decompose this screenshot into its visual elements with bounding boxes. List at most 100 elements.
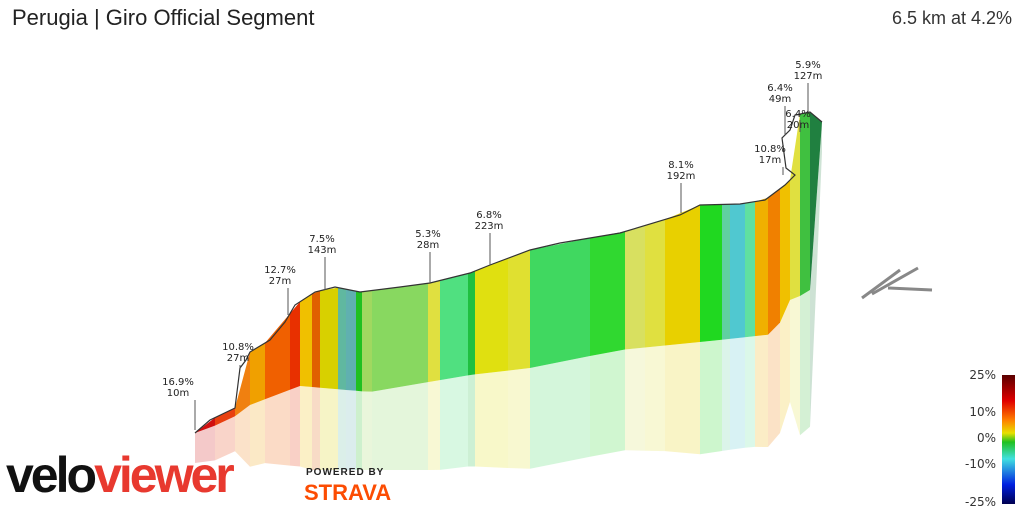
- grade-band: [665, 205, 700, 346]
- legend-tick: 25%: [969, 368, 996, 382]
- reflection-band: [346, 389, 356, 470]
- grade-band: [755, 197, 768, 337]
- reflection-band: [722, 338, 730, 451]
- reflection-band: [428, 380, 440, 470]
- segment-summary: 6.5 km at 4.2%: [891, 8, 1012, 28]
- reflection-band: [338, 389, 346, 470]
- grade-band: [800, 112, 810, 296]
- grade-band: [312, 290, 320, 388]
- reflection-band: [468, 374, 475, 467]
- legend-colorbar: [1002, 375, 1015, 504]
- reflection-band: [780, 300, 790, 434]
- reflection-band: [625, 347, 645, 451]
- reflection-band: [745, 336, 755, 448]
- reflection-band: [235, 405, 250, 467]
- reflection-band: [768, 322, 780, 447]
- annotation-grade: 5.3%: [415, 229, 440, 240]
- legend-tick: 0%: [977, 431, 996, 445]
- annotation-grade: 6.4%: [767, 83, 792, 94]
- logo-part2: viewer: [94, 447, 235, 503]
- annotation-grade: 12.7%: [264, 265, 296, 276]
- reflection-band: [300, 386, 312, 470]
- grade-band: [428, 280, 440, 383]
- annotation-grade: 6.4%: [785, 109, 810, 120]
- reflection-band: [362, 391, 372, 470]
- grade-band: [508, 250, 530, 371]
- compass-icon: [861, 266, 933, 300]
- veloviewer-logo[interactable]: veloviewer: [6, 447, 235, 503]
- annotation-length: 27m: [269, 276, 291, 287]
- grade-band: [645, 219, 665, 348]
- grade-band: [265, 313, 290, 400]
- grade-band: [338, 287, 346, 390]
- annotations: 16.9%10m10.8%27m12.7%27m7.5%143m5.3%28m6…: [162, 60, 822, 430]
- reflection-band: [508, 368, 530, 469]
- grade-band: [215, 408, 235, 426]
- reflection-band: [810, 122, 822, 427]
- reflection-band: [800, 290, 810, 436]
- segment-title: Perugia | Giro Official Segment: [12, 5, 315, 30]
- reflection-band: [700, 339, 722, 455]
- annotation-length: 143m: [308, 245, 337, 256]
- reflection-band: [372, 382, 428, 470]
- reflection-band: [215, 416, 235, 461]
- logo-part1: velo: [6, 447, 97, 503]
- annotation-length: 49m: [769, 94, 791, 105]
- powered-by-label: POWERED BY: [306, 467, 385, 478]
- annotation-grade: 6.8%: [476, 210, 501, 221]
- grade-band: [475, 258, 508, 375]
- grade-band: [530, 238, 590, 368]
- reflection-band: [440, 375, 468, 470]
- grade-band: [790, 114, 800, 300]
- grade-band: [722, 204, 730, 340]
- reflection-band: [730, 337, 745, 450]
- grade-band: [195, 417, 215, 433]
- reflection-band: [755, 334, 768, 447]
- profile-bands: [194, 111, 823, 434]
- reflection-band: [790, 296, 800, 436]
- reflection-band: [665, 342, 700, 455]
- grade-band: [730, 203, 745, 339]
- strava-logo[interactable]: STRAVA: [304, 480, 392, 505]
- grade-band: [372, 283, 428, 392]
- annotation-length: 17m: [759, 155, 781, 166]
- grade-band: [250, 343, 265, 405]
- annotation-length: 27m: [227, 353, 249, 364]
- annotation-length: 192m: [667, 171, 696, 182]
- reflection-band: [265, 389, 290, 466]
- annotation-grade: 8.1%: [668, 160, 693, 171]
- reflection-band: [590, 349, 625, 457]
- reflection-band: [475, 370, 508, 468]
- annotation-grade: 10.8%: [222, 342, 254, 353]
- grade-band: [300, 293, 312, 388]
- annotation-grade: 7.5%: [309, 234, 334, 245]
- reflection-band: [290, 386, 300, 467]
- grade-band: [346, 289, 356, 391]
- grade-band: [468, 271, 475, 376]
- grade-band: [235, 352, 250, 417]
- reflection-band: [320, 387, 338, 470]
- grade-band: [768, 188, 780, 335]
- grade-band: [290, 301, 300, 390]
- annotation-grade: 10.8%: [754, 144, 786, 155]
- profile-reflection: [195, 122, 822, 470]
- annotation-grade: 16.9%: [162, 377, 194, 388]
- grade-band: [700, 204, 722, 342]
- grade-band: [320, 287, 338, 390]
- legend-tick: -25%: [965, 495, 996, 509]
- annotation-length: 223m: [475, 221, 504, 232]
- reflection-band: [250, 399, 265, 467]
- grade-band: [356, 291, 362, 392]
- legend-tick: 10%: [969, 405, 996, 419]
- reflection-band: [530, 356, 590, 469]
- grade-band: [780, 180, 790, 323]
- grade-band: [625, 225, 645, 350]
- annotation-grade: 5.9%: [795, 60, 820, 71]
- annotation-length: 28m: [417, 240, 439, 251]
- grade-band: [745, 201, 755, 338]
- annotation-length: 10m: [167, 388, 189, 399]
- annotation-length: 127m: [794, 71, 823, 82]
- grade-band: [810, 112, 822, 290]
- grade-legend: 25% 10% 0% -10% -25%: [965, 368, 1015, 509]
